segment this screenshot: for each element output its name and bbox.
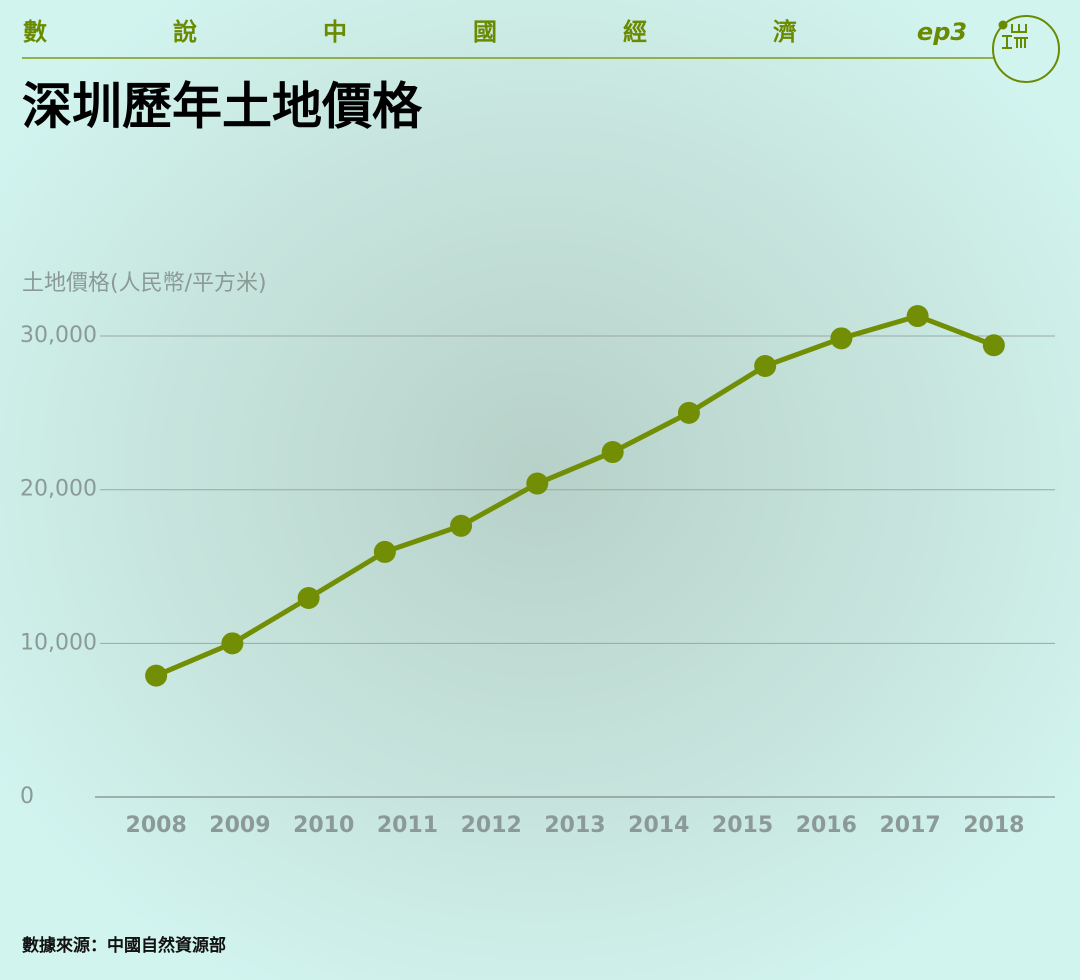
episode: ep3 xyxy=(917,18,967,46)
line xyxy=(155,313,995,678)
chart-title: 深圳歷年土地價格 xyxy=(22,78,423,136)
x-tick-label: 2009 xyxy=(209,813,270,838)
point xyxy=(982,334,1005,357)
point xyxy=(297,587,320,610)
series-title-char: 數 xyxy=(23,18,47,46)
x-tick-label: 2016 xyxy=(796,813,857,838)
point xyxy=(145,664,168,687)
series-title-char: 國 xyxy=(473,18,497,46)
y-tick-label: 30,000 xyxy=(20,323,97,348)
x-tick-label: 2012 xyxy=(461,813,522,838)
point xyxy=(754,354,777,377)
series-title-char: 經 xyxy=(623,18,647,46)
x-tick-label: 2017 xyxy=(879,813,940,838)
x-tick-label: 2018 xyxy=(963,813,1024,838)
x-tick-label: 2008 xyxy=(126,813,187,838)
logo xyxy=(992,15,1060,83)
point xyxy=(830,327,853,350)
point xyxy=(906,305,929,328)
point xyxy=(526,472,549,495)
series-title-char: 說 xyxy=(173,18,197,46)
x-tick-label: 2015 xyxy=(712,813,773,838)
point xyxy=(221,632,244,655)
y-axis-label: 土地價格(人民幣/平方米) xyxy=(22,271,267,296)
point xyxy=(373,540,396,563)
x-tick-label: 2011 xyxy=(377,813,438,838)
x-tick-label: 2010 xyxy=(293,813,354,838)
y-tick-label: 10,000 xyxy=(20,630,97,655)
point xyxy=(601,441,624,464)
point xyxy=(450,514,473,537)
y-tick-label: 20,000 xyxy=(20,477,97,502)
x-tick-label: 2014 xyxy=(628,813,689,838)
x-tick-label: 2013 xyxy=(544,813,605,838)
point xyxy=(677,401,700,424)
source: 數據來源：中國自然資源部 xyxy=(22,935,226,956)
series-title-char: 濟 xyxy=(773,18,797,46)
series-title-char: 中 xyxy=(323,18,347,46)
y-tick-label: 0 xyxy=(20,784,34,809)
